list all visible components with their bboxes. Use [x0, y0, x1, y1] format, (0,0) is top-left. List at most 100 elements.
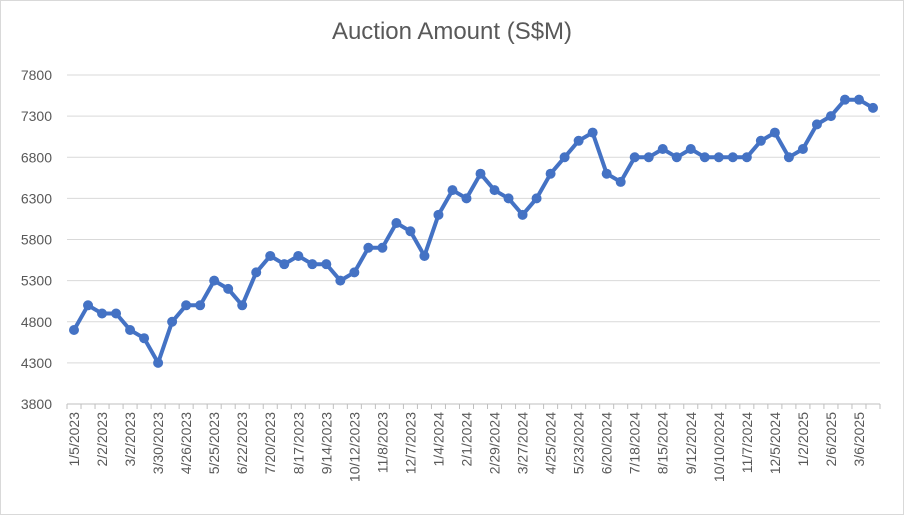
data-point: [615, 176, 626, 187]
data-point: [433, 209, 444, 220]
data-point: [83, 300, 94, 311]
data-point: [461, 193, 472, 204]
x-tick-label: 10/12/2023: [346, 412, 362, 482]
x-tick-label: 8/15/2024: [655, 412, 671, 474]
data-point: [251, 267, 262, 278]
x-tick-label: 9/12/2024: [683, 412, 699, 474]
x-tick-label: 7/20/2023: [262, 412, 278, 474]
data-point: [545, 168, 556, 179]
data-point: [321, 259, 332, 270]
x-tick-label: 12/7/2023: [402, 412, 418, 474]
data-point: [741, 152, 752, 163]
x-tick-label: 4/26/2023: [178, 412, 194, 474]
data-point: [153, 357, 164, 368]
y-tick-label: 3800: [21, 396, 52, 412]
data-point: [181, 300, 192, 311]
data-point: [223, 283, 234, 294]
x-tick-label: 1/2/2025: [795, 412, 811, 467]
x-tick-label: 10/10/2024: [711, 412, 727, 482]
data-point: [671, 152, 682, 163]
x-tick-label: 11/7/2024: [739, 412, 755, 473]
x-tick-label: 2/2/2023: [94, 412, 110, 467]
y-axis: 3800 4300 4800 5300 5800 6300 6800 7300 7800: [21, 67, 52, 412]
x-tick-label: 2/1/2024: [458, 412, 474, 467]
x-tick-label: 8/17/2023: [290, 412, 306, 474]
y-tick-label: 5800: [21, 232, 52, 248]
data-point: [167, 316, 178, 327]
data-point: [587, 127, 598, 138]
x-tick-label: 12/5/2024: [767, 412, 783, 474]
y-tick-label: 6300: [21, 190, 52, 206]
data-point: [111, 308, 122, 319]
data-point: [727, 152, 738, 163]
data-point: [237, 300, 248, 311]
data-point: [713, 152, 724, 163]
x-tick-label: 2/29/2024: [487, 412, 503, 474]
x-tick-label: 4/25/2024: [543, 412, 559, 474]
data-point: [769, 127, 780, 138]
series-line-auction-amount: [72, 97, 875, 365]
data-point: [573, 135, 584, 146]
x-tick-label: 3/27/2024: [515, 412, 531, 474]
data-point: [755, 135, 766, 146]
data-point: [139, 333, 150, 344]
x-tick-label: 5/23/2024: [571, 412, 587, 474]
data-point: [475, 168, 486, 179]
data-point: [699, 152, 710, 163]
data-point: [559, 152, 570, 163]
x-tick-label: 1/5/2023: [66, 412, 82, 467]
x-tick-label: 6/22/2023: [234, 412, 250, 474]
data-point: [643, 152, 654, 163]
y-tick-label: 4800: [21, 314, 52, 330]
data-point: [657, 144, 668, 155]
gridlines: [67, 74, 880, 405]
data-point: [517, 209, 528, 220]
x-tick-label: 6/20/2024: [599, 412, 615, 474]
data-point: [335, 275, 346, 286]
data-point: [503, 193, 514, 204]
data-point: [265, 250, 276, 261]
x-tick-label: 9/14/2023: [318, 412, 334, 474]
data-point: [629, 152, 640, 163]
data-point: [531, 193, 542, 204]
x-tick-label: 11/8/2023: [374, 412, 390, 473]
data-point: [419, 250, 430, 261]
y-tick-label: 7800: [21, 67, 52, 83]
data-point: [363, 242, 374, 253]
data-point: [349, 267, 360, 278]
data-point: [125, 324, 136, 335]
data-point: [797, 144, 808, 155]
y-tick-label: 5300: [21, 273, 52, 289]
data-point: [685, 144, 696, 155]
data-point: [783, 152, 794, 163]
data-point: [195, 300, 206, 311]
data-point: [839, 94, 850, 105]
data-point: [489, 185, 500, 196]
x-tick-label: 3/6/2025: [851, 412, 867, 467]
chart-title: Auction Amount (S$M): [331, 18, 573, 45]
data-point: [853, 94, 864, 105]
data-point: [97, 308, 108, 319]
data-point: [601, 168, 612, 179]
data-point: [825, 111, 836, 122]
y-tick-label: 6800: [21, 149, 52, 165]
y-tick-label: 7300: [21, 108, 52, 124]
data-point: [209, 275, 220, 286]
data-point: [293, 250, 304, 261]
data-point: [69, 324, 79, 335]
x-tick-label: 5/25/2023: [206, 412, 222, 474]
data-point: [868, 102, 878, 113]
data-point: [279, 259, 290, 270]
x-axis: 1/5/2023 2/2/2023 3/2/2023 3/30/2023 4/26/20…: [66, 404, 881, 482]
data-point: [811, 119, 822, 130]
data-point: [307, 259, 318, 270]
y-tick-label: 4300: [21, 355, 52, 371]
data-point: [391, 218, 402, 229]
x-tick-label: 7/18/2024: [627, 412, 643, 474]
x-tick-label: 2/6/2025: [823, 412, 839, 467]
x-tick-label: 3/30/2023: [150, 412, 166, 474]
x-tick-label: 1/4/2024: [430, 412, 446, 467]
data-points: [69, 94, 878, 368]
data-point: [447, 185, 458, 196]
